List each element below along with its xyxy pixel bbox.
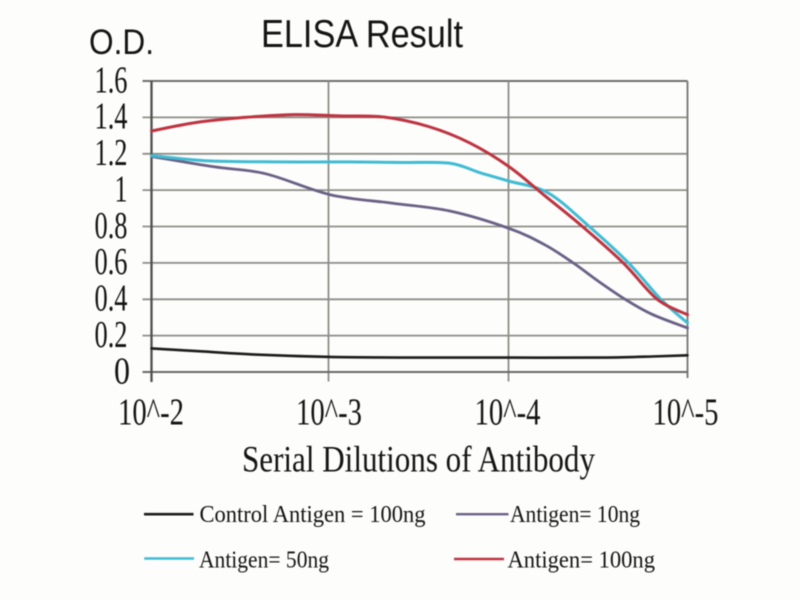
- svg-text:0.2: 0.2: [95, 314, 128, 356]
- svg-text:1.6: 1.6: [95, 59, 128, 101]
- svg-text:10^-3: 10^-3: [296, 392, 362, 434]
- svg-text:Control Antigen = 100ng: Control Antigen = 100ng: [200, 501, 426, 528]
- svg-text:1.2: 1.2: [95, 132, 128, 174]
- svg-text:Antigen= 100ng: Antigen= 100ng: [508, 547, 656, 574]
- svg-text:10^-5: 10^-5: [653, 392, 719, 434]
- svg-text:10^-4: 10^-4: [475, 392, 541, 434]
- svg-text:1: 1: [115, 168, 128, 210]
- svg-text:Antigen= 50ng: Antigen= 50ng: [199, 547, 329, 574]
- svg-text:ELISA Result: ELISA Result: [261, 13, 463, 56]
- svg-text:1.4: 1.4: [95, 96, 128, 138]
- svg-text:0.4: 0.4: [95, 278, 128, 320]
- svg-text:O.D.: O.D.: [89, 23, 154, 62]
- svg-text:Serial Dilutions of Antibody: Serial Dilutions of Antibody: [242, 439, 596, 480]
- svg-text:0: 0: [114, 350, 130, 392]
- svg-text:Antigen= 10ng: Antigen= 10ng: [510, 501, 640, 528]
- svg-text:0.8: 0.8: [95, 205, 128, 247]
- svg-text:0.6: 0.6: [95, 241, 128, 283]
- svg-text:10^-2: 10^-2: [118, 392, 184, 434]
